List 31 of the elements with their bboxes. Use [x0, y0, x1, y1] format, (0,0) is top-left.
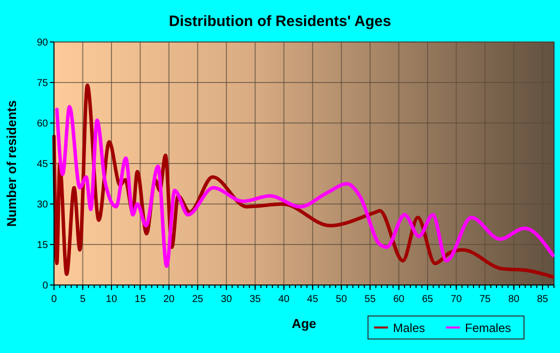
x-tick-label: 25 — [192, 294, 204, 305]
x-tick-label: 0 — [51, 294, 58, 305]
x-tick-label: 85 — [536, 294, 549, 305]
legend-label: Females — [465, 321, 512, 335]
y-tick-label: 60 — [36, 118, 48, 130]
y-tick-label: 90 — [36, 38, 48, 48]
x-tick-label: 60 — [393, 294, 405, 305]
x-tick-label: 80 — [508, 294, 520, 305]
y-tick-label: 15 — [36, 240, 48, 251]
chart-title: Distribution of Residents' Ages — [168, 13, 392, 30]
x-tick-label: 75 — [479, 294, 492, 305]
x-tick-label: 65 — [422, 294, 434, 305]
x-tick-label: 5 — [80, 294, 86, 305]
x-tick-label: 50 — [336, 294, 348, 305]
x-tick-label: 45 — [307, 294, 319, 305]
x-tick-label: 40 — [278, 294, 290, 305]
y-tick-label: 30 — [36, 200, 48, 210]
legend-label: Males — [393, 321, 426, 335]
x-tick-label: 70 — [450, 294, 462, 305]
x-tick-label: 35 — [250, 294, 262, 305]
x-axis-title: Age — [292, 316, 316, 331]
x-tick-label: 15 — [134, 294, 146, 305]
x-tick-label: 55 — [364, 294, 376, 305]
line-series — [55, 105, 555, 268]
x-tick-label: 20 — [163, 294, 175, 305]
y-tick-label: 45 — [36, 159, 48, 170]
y-tick-label: 0 — [42, 280, 48, 292]
x-tick-label: 30 — [220, 294, 232, 305]
y-tick-label: 75 — [36, 78, 48, 89]
x-tick-label: 10 — [106, 294, 118, 305]
y-axis-title: Number of residents — [4, 100, 19, 227]
